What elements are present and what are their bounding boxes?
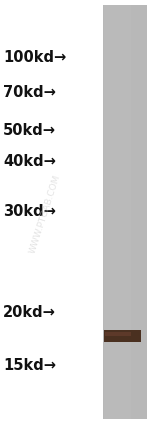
Text: 20kd→: 20kd→ (3, 305, 56, 320)
Text: 30kd→: 30kd→ (3, 204, 56, 220)
Bar (105, 332, 131, 336)
Text: 70kd→: 70kd→ (3, 84, 56, 100)
Text: 100kd→: 100kd→ (3, 50, 66, 65)
Bar (104, 5, 131, 419)
Bar (103, 5, 147, 419)
Text: WWW.PTGAB.COM: WWW.PTGAB.COM (28, 173, 62, 255)
Text: 15kd→: 15kd→ (3, 358, 56, 374)
Text: 40kd→: 40kd→ (3, 154, 56, 169)
Text: 50kd→: 50kd→ (3, 123, 56, 138)
Bar (104, 330, 141, 342)
